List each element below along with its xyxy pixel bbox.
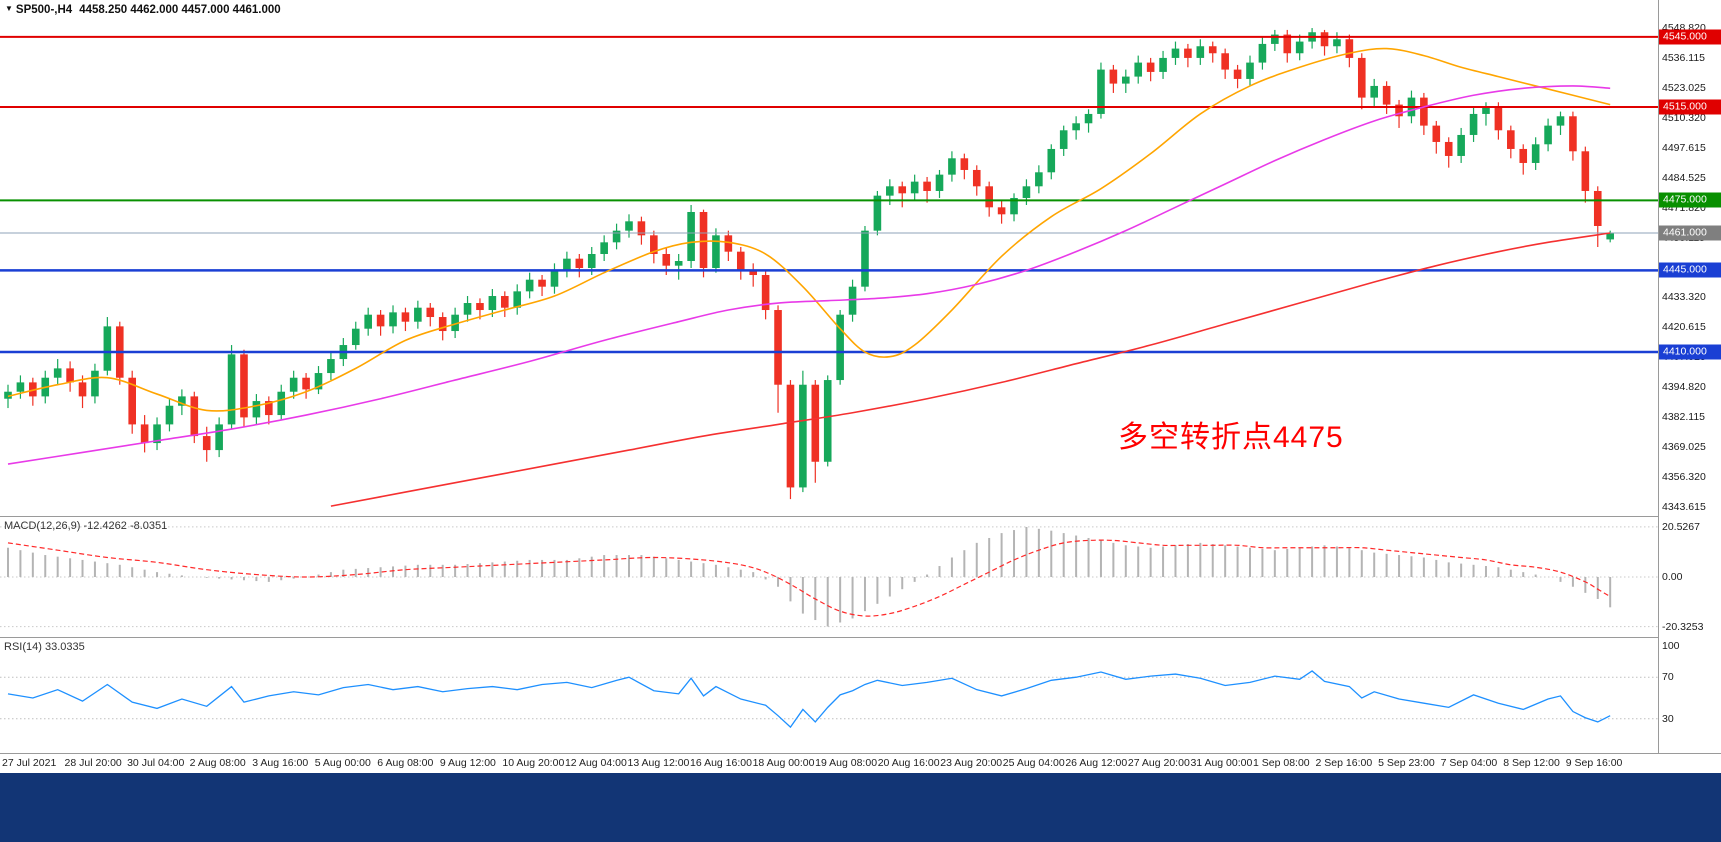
price-scale-label: 4484.525 [1662,171,1706,184]
price-scale-label: 4497.615 [1662,141,1706,154]
price-scale-label: 4382.115 [1662,411,1706,424]
macd-indicator-label: MACD(12,26,9) -12.4262 -8.0351 [4,520,168,532]
time-axis-label: 13 Aug 12:00 [627,757,690,769]
time-axis-label: 28 Jul 20:00 [64,757,122,769]
time-axis-label: 25 Aug 04:00 [1002,757,1065,769]
price-badge: 4545.000 [1659,29,1721,45]
time-axis-label: 7 Sep 04:00 [1440,757,1498,769]
macd-histogram [7,527,1612,627]
time-axis[interactable]: 27 Jul 2021 28 Jul 20:00 30 Jul 04:00 2 Aug… [0,753,1721,773]
price-badge: 4445.000 [1659,262,1721,278]
time-axis-label: 27 Jul 2021 [2,757,57,769]
time-axis-label: 8 Sep 12:00 [1503,757,1560,769]
price-scale-label: 4523.025 [1662,81,1706,94]
time-axis-label: 10 Aug 20:00 [502,757,565,769]
price-axis[interactable]: 4548.820 4536.115 4523.025 4510.320 4497.615… [1658,0,1721,753]
time-axis-label: 2 Aug 08:00 [189,757,246,769]
time-axis-label: 5 Sep 23:00 [1378,757,1435,769]
rsi-scale-label: 30 [1662,712,1674,725]
macd-scale-label: 20.5267 [1662,520,1700,533]
time-axis-label: 1 Sep 08:00 [1253,757,1310,769]
macd-chart-canvas[interactable] [0,517,1658,637]
time-axis-label: 20 Aug 16:00 [877,757,940,769]
candlestick-chart-canvas[interactable] [0,0,1658,516]
rsi-indicator-pane[interactable]: RSI(14) 33.0335 [0,637,1658,753]
time-axis-label: 26 Aug 12:00 [1065,757,1128,769]
time-axis-label: 3 Aug 16:00 [252,757,309,769]
time-axis-label: 18 Aug 00:00 [752,757,815,769]
time-axis-label: 23 Aug 20:00 [940,757,1003,769]
rsi-line [7,670,1611,729]
price-scale-label: 4343.615 [1662,501,1706,513]
time-axis-label: 9 Sep 16:00 [1565,757,1623,769]
chart-text-annotation[interactable]: 多空转折点4475 [1118,421,1344,454]
time-axis-label: 12 Aug 04:00 [564,757,627,769]
price-badge: 4475.000 [1659,192,1721,208]
time-axis-label: 6 Aug 08:00 [377,757,434,769]
rsi-indicator-label: RSI(14) 33.0335 [4,641,85,653]
chart-ohlc-values: 4458.250 4462.000 4457.000 4461.000 [79,4,281,16]
macd-indicator-pane[interactable]: MACD(12,26,9) -12.4262 -8.0351 [0,516,1658,637]
price-scale-label: 4369.025 [1662,441,1706,454]
price-scale-label: 4356.320 [1662,471,1706,484]
rsi-scale-label: 100 [1662,640,1680,652]
ma-mid-line [7,85,1611,465]
price-badge: 4461.000 [1659,225,1721,241]
macd-scale-label: -20.3253 [1662,620,1704,633]
time-axis-label: 2 Sep 16:00 [1315,757,1373,769]
chart-title: ▼ SP500-,H4 4458.250 4462.000 4457.000 446… [5,4,281,16]
ma-slow-line [330,232,1611,507]
price-scale-label: 4394.820 [1662,381,1706,394]
price-scale-label: 4420.615 [1662,321,1706,334]
price-badge: 4515.000 [1659,99,1721,115]
macd-scale-label: 0.00 [1662,571,1683,583]
time-axis-label: 9 Aug 12:00 [439,757,496,769]
chart-symbol-timeframe: SP500-,H4 [15,4,73,16]
time-axis-label: 30 Jul 04:00 [127,757,185,769]
price-scale-label: 4536.115 [1662,51,1706,64]
time-axis-label: 27 Aug 20:00 [1127,757,1190,769]
time-axis-label: 31 Aug 00:00 [1190,757,1253,769]
rsi-chart-canvas[interactable] [0,638,1658,753]
bottom-bar [0,773,1721,842]
time-axis-label: 19 Aug 08:00 [815,757,878,769]
price-scale-label: 4433.320 [1662,291,1706,304]
macd-signal-line [7,539,1611,617]
main-chart-pane[interactable]: ▼ SP500-,H4 4458.250 4462.000 4457.000 446… [0,0,1658,516]
chart-marker-icon: ▼ [5,4,13,13]
time-axis-label: 5 Aug 00:00 [314,757,371,769]
price-badge: 4410.000 [1659,344,1721,360]
ma-fast-line [7,47,1611,412]
time-axis-label: 16 Aug 16:00 [690,757,752,769]
candles-layer [4,28,1614,500]
price-scale-label: 4510.320 [1662,111,1706,124]
rsi-scale-label: 70 [1662,671,1674,684]
